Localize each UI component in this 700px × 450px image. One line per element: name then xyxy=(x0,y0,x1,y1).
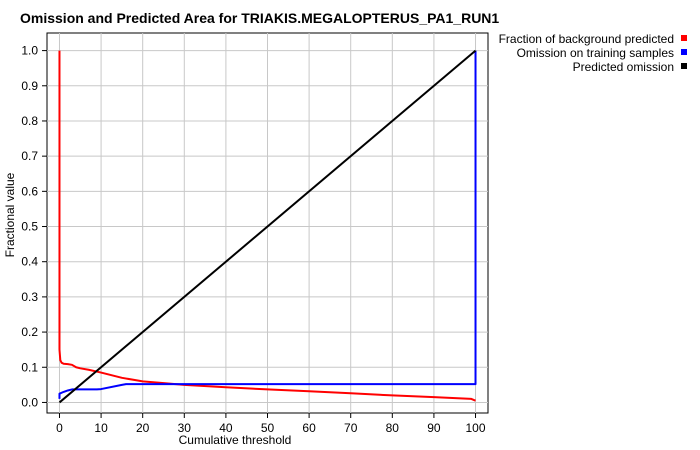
y-tick-label: 0.0 xyxy=(21,395,38,409)
x-tick-label: 80 xyxy=(386,421,400,435)
plot-area: 0 10 20 30 40 50 60 70 80 90 100 0.00.10.20.30.40.… xyxy=(21,32,489,435)
legend-swatch-fraction-of-background-predicted xyxy=(681,35,687,41)
x-tick-label: 60 xyxy=(302,421,316,435)
x-tick-label: 90 xyxy=(427,421,441,435)
x-tick-label: 70 xyxy=(344,421,358,435)
series-group xyxy=(58,49,477,404)
x-tick-label: 30 xyxy=(178,421,192,435)
y-axis-ticks: 0.0 0.1 0.2 0.3 0.4 0.5 0.6 0.7 0.8 0.9 1.0 xyxy=(21,44,47,409)
series-line-predicted-omission xyxy=(58,49,477,404)
y-tick-label: 0.7 xyxy=(21,149,38,163)
legend: Fraction of background predictedOmission… xyxy=(499,32,687,74)
series-line-fraction-of-background-predicted xyxy=(58,50,476,402)
y-tick-label: 1.0 xyxy=(21,44,38,58)
y-axis-title: Fractional value xyxy=(3,172,17,257)
x-tick-label: 10 xyxy=(94,421,108,435)
x-tick-label: 100 xyxy=(466,421,486,435)
x-tick-label: 0 xyxy=(56,421,63,435)
legend-label-fraction-of-background-predicted: Fraction of background predicted xyxy=(499,32,674,46)
x-axis-title: Cumulative threshold xyxy=(179,433,292,447)
chart-title: Omission and Predicted Area for TRIAKIS.… xyxy=(20,10,499,26)
legend-label-predicted-omission: Predicted omission xyxy=(573,60,674,74)
series-line-omission-on-training-samples xyxy=(58,50,477,399)
x-axis-ticks: 0 10 20 30 40 50 60 70 80 90 100 xyxy=(56,413,486,435)
y-tick-label: 0.9 xyxy=(21,79,38,93)
x-tick-label: 50 xyxy=(261,421,275,435)
y-tick-label: 0.6 xyxy=(21,184,38,198)
legend-swatch-predicted-omission xyxy=(681,63,687,69)
y-tick-label: 0.8 xyxy=(21,114,38,128)
y-tick-label: 0.3 xyxy=(21,290,38,304)
y-tick-label: 0.4 xyxy=(21,255,38,269)
y-tick-label: 0.5 xyxy=(21,220,38,234)
y-tick-label: 0.1 xyxy=(21,360,38,374)
x-tick-label: 40 xyxy=(219,421,233,435)
x-tick-label: 20 xyxy=(136,421,150,435)
y-tick-label: 0.2 xyxy=(21,325,38,339)
legend-label-omission-on-training-samples: Omission on training samples xyxy=(517,46,674,60)
legend-swatch-omission-on-training-samples xyxy=(681,49,687,55)
